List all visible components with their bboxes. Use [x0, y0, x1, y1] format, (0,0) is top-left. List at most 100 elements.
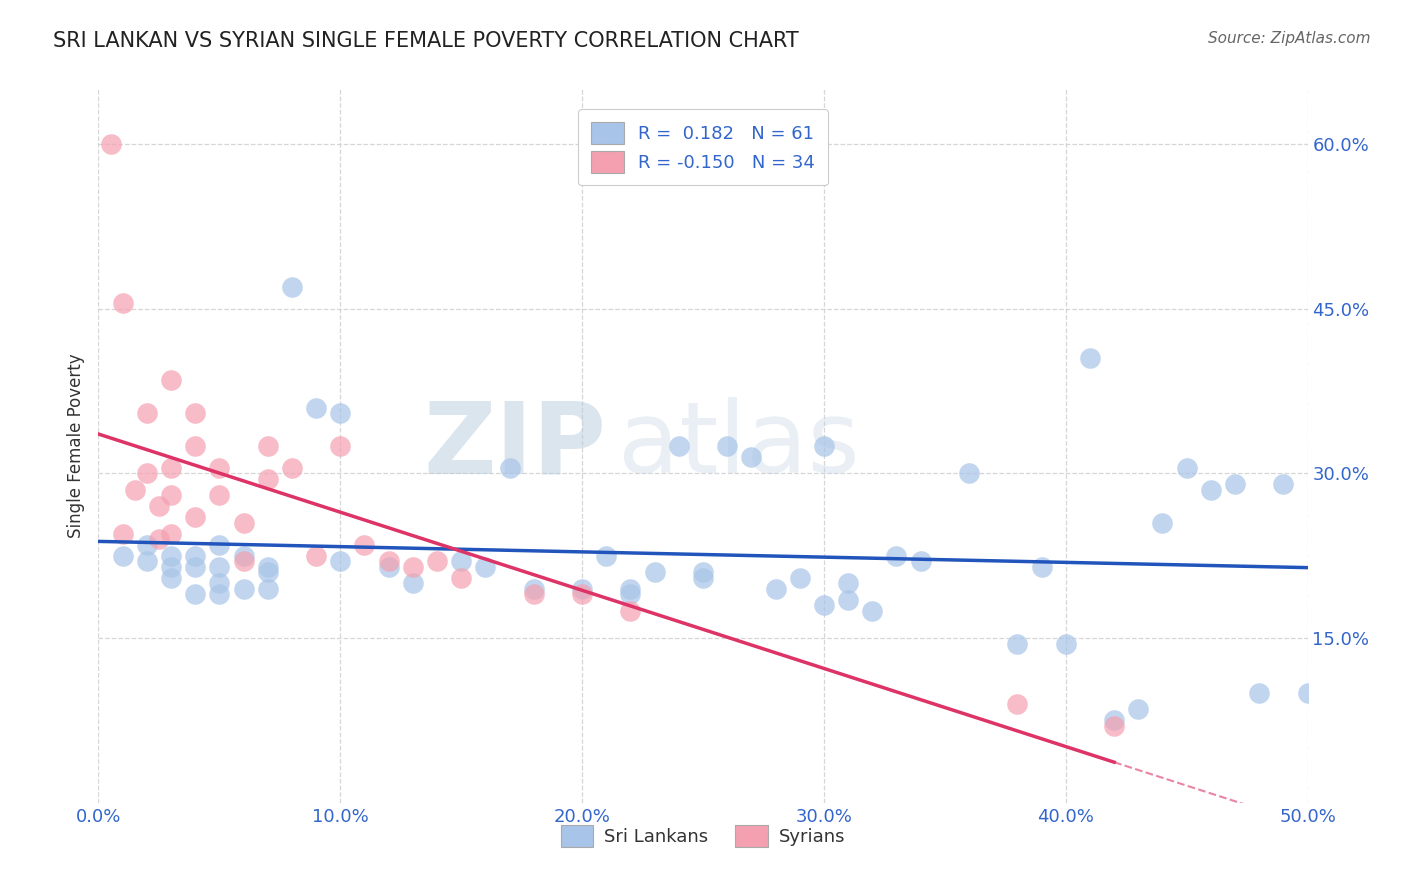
Point	[256, 582, 278, 596]
Point	[523, 587, 546, 601]
Point	[111, 549, 134, 563]
Point	[160, 549, 183, 563]
Legend: Sri Lankans, Syrians: Sri Lankans, Syrians	[554, 818, 852, 855]
Point	[184, 510, 207, 524]
Point	[208, 576, 231, 591]
Point	[160, 559, 183, 574]
Point	[402, 559, 425, 574]
Point	[1054, 637, 1077, 651]
Point	[450, 571, 472, 585]
Point	[571, 582, 593, 596]
Point	[644, 566, 666, 580]
Point	[910, 554, 932, 568]
Point	[1128, 702, 1150, 716]
Point	[329, 406, 352, 420]
Text: SRI LANKAN VS SYRIAN SINGLE FEMALE POVERTY CORRELATION CHART: SRI LANKAN VS SYRIAN SINGLE FEMALE POVER…	[53, 31, 799, 51]
Point	[498, 461, 520, 475]
Point	[1102, 714, 1125, 728]
Point	[305, 549, 328, 563]
Point	[1223, 477, 1246, 491]
Point	[281, 461, 304, 475]
Point	[329, 439, 352, 453]
Point	[100, 137, 122, 152]
Point	[208, 559, 231, 574]
Point	[595, 549, 617, 563]
Point	[1007, 637, 1029, 651]
Point	[813, 598, 835, 612]
Y-axis label: Single Female Poverty: Single Female Poverty	[66, 354, 84, 538]
Point	[305, 401, 328, 415]
Point	[813, 439, 835, 453]
Point	[402, 576, 425, 591]
Point	[232, 516, 254, 530]
Point	[135, 538, 157, 552]
Point	[135, 406, 157, 420]
Point	[1078, 351, 1101, 366]
Point	[208, 587, 231, 601]
Point	[957, 467, 980, 481]
Point	[886, 549, 908, 563]
Point	[1102, 719, 1125, 733]
Point	[232, 554, 254, 568]
Point	[1199, 483, 1222, 497]
Point	[160, 488, 183, 502]
Point	[160, 461, 183, 475]
Point	[426, 554, 449, 568]
Point	[160, 571, 183, 585]
Point	[208, 461, 231, 475]
Point	[765, 582, 787, 596]
Point	[789, 571, 811, 585]
Point	[256, 439, 278, 453]
Text: Source: ZipAtlas.com: Source: ZipAtlas.com	[1208, 31, 1371, 46]
Point	[208, 538, 231, 552]
Point	[1031, 559, 1053, 574]
Text: atlas: atlas	[619, 398, 860, 494]
Point	[124, 483, 146, 497]
Point	[450, 554, 472, 568]
Point	[184, 439, 207, 453]
Point	[740, 450, 762, 464]
Text: ZIP: ZIP	[423, 398, 606, 494]
Point	[160, 526, 183, 541]
Point	[329, 554, 352, 568]
Point	[160, 373, 183, 387]
Point	[619, 582, 641, 596]
Point	[668, 439, 690, 453]
Point	[148, 500, 170, 514]
Point	[837, 576, 859, 591]
Point	[1152, 516, 1174, 530]
Point	[184, 559, 207, 574]
Point	[1272, 477, 1295, 491]
Point	[232, 582, 254, 596]
Point	[377, 559, 399, 574]
Point	[135, 554, 157, 568]
Point	[523, 582, 546, 596]
Point	[184, 549, 207, 563]
Point	[256, 472, 278, 486]
Point	[692, 571, 714, 585]
Point	[377, 554, 399, 568]
Point	[111, 296, 134, 310]
Point	[184, 406, 207, 420]
Point	[619, 604, 641, 618]
Point	[1296, 686, 1319, 700]
Point	[353, 538, 375, 552]
Point	[716, 439, 738, 453]
Point	[111, 526, 134, 541]
Point	[619, 587, 641, 601]
Point	[281, 280, 304, 294]
Point	[148, 533, 170, 547]
Point	[692, 566, 714, 580]
Point	[1007, 697, 1029, 711]
Point	[256, 566, 278, 580]
Point	[571, 587, 593, 601]
Point	[860, 604, 883, 618]
Point	[184, 587, 207, 601]
Point	[474, 559, 496, 574]
Point	[232, 549, 254, 563]
Point	[256, 559, 278, 574]
Point	[1175, 461, 1198, 475]
Point	[1249, 686, 1271, 700]
Point	[135, 467, 157, 481]
Point	[837, 592, 859, 607]
